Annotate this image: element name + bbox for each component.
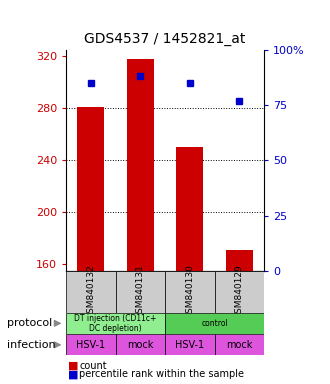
Text: protocol: protocol [7,318,52,328]
Text: HSV-1: HSV-1 [175,339,204,350]
Bar [165,271,214,313]
Bar [66,313,165,334]
Bar [115,271,165,313]
Bar [165,334,214,355]
Bar [214,334,264,355]
Text: GSM840132: GSM840132 [86,265,95,319]
Bar [176,147,203,271]
Text: GSM840130: GSM840130 [185,265,194,319]
Bar [115,334,165,355]
Text: count: count [79,361,107,371]
Bar [226,250,253,271]
Text: HSV-1: HSV-1 [76,339,105,350]
Bar [66,271,115,313]
Bar [214,271,264,313]
Text: DT injection (CD11c+
DC depletion): DT injection (CD11c+ DC depletion) [74,314,157,333]
Bar [127,59,154,271]
Text: percentile rank within the sample: percentile rank within the sample [79,369,244,379]
Text: infection: infection [7,340,55,350]
Text: control: control [201,319,228,328]
Text: mock: mock [127,339,153,350]
Text: GSM840131: GSM840131 [136,265,145,319]
Bar [66,334,115,355]
Bar [165,313,264,334]
Text: ■: ■ [68,369,78,379]
Text: ■: ■ [68,361,78,371]
Text: GSM840129: GSM840129 [235,265,244,319]
Text: mock: mock [226,339,252,350]
Title: GDS4537 / 1452821_at: GDS4537 / 1452821_at [84,32,246,46]
Bar [77,107,104,271]
